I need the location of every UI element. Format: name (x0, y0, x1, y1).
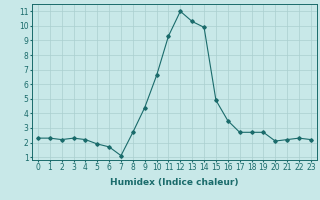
X-axis label: Humidex (Indice chaleur): Humidex (Indice chaleur) (110, 178, 239, 187)
